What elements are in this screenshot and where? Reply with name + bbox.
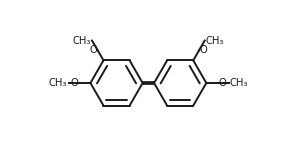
Text: O: O <box>70 78 78 88</box>
Text: CH₃: CH₃ <box>48 78 67 88</box>
Text: CH₃: CH₃ <box>206 36 224 46</box>
Text: CH₃: CH₃ <box>230 78 248 88</box>
Text: CH₃: CH₃ <box>73 36 91 46</box>
Text: O: O <box>89 45 97 55</box>
Text: O: O <box>200 45 208 55</box>
Text: O: O <box>219 78 226 88</box>
